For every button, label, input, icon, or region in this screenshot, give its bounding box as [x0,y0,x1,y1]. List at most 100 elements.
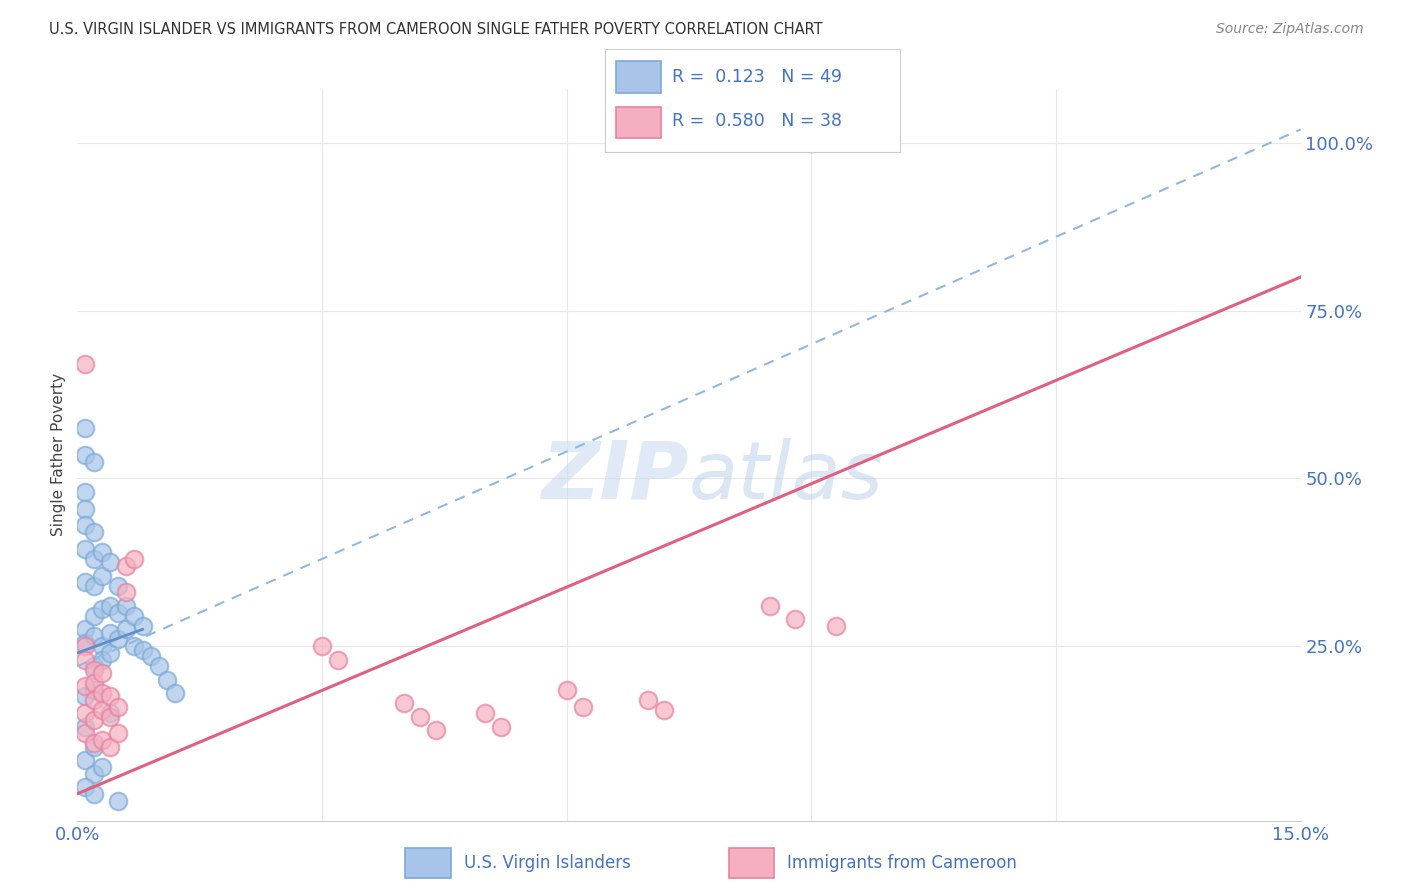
Point [90,686,112,700]
Point [124,609,146,624]
Point [75,501,97,516]
Point [75,575,97,590]
Point [75,690,97,704]
Text: atlas: atlas [689,438,884,516]
Text: Immigrants from Cameroon: Immigrants from Cameroon [787,854,1017,872]
Point [115,623,138,637]
Point [75,421,97,435]
Point [75,680,97,694]
Point [90,703,112,717]
Point [90,665,112,680]
Point [139,649,162,664]
Point [98,599,121,613]
Point [90,733,112,747]
Point [98,555,121,569]
Point [165,686,187,700]
Point [90,652,112,666]
Point [83,629,105,643]
Point [83,455,105,469]
Point [328,652,350,666]
Point [75,357,97,371]
Point [148,659,170,673]
Point [83,552,105,566]
Point [654,703,676,717]
Point [409,709,432,723]
Point [474,706,496,721]
Point [98,739,121,754]
Point [83,659,105,673]
Point [75,780,97,794]
Point [392,696,415,710]
Point [107,699,129,714]
Point [90,639,112,653]
Point [83,609,105,624]
Bar [616,62,661,93]
Point [131,619,153,633]
Text: U.S. VIRGIN ISLANDER VS IMMIGRANTS FROM CAMEROON SINGLE FATHER POVERTY CORRELATI: U.S. VIRGIN ISLANDER VS IMMIGRANTS FROM … [49,22,823,37]
Point [90,602,112,616]
Text: R =  0.580   N = 38: R = 0.580 N = 38 [672,112,842,130]
Point [491,720,513,734]
Text: Source: ZipAtlas.com: Source: ZipAtlas.com [1216,22,1364,37]
Point [115,599,138,613]
Text: R =  0.123   N = 49: R = 0.123 N = 49 [672,69,842,87]
Point [759,599,782,613]
Point [115,558,138,573]
Point [425,723,447,737]
Y-axis label: Single Father Poverty: Single Father Poverty [51,374,66,536]
Point [124,639,146,653]
Point [83,787,105,801]
Point [124,552,146,566]
Point [83,713,105,727]
Point [83,525,105,540]
Bar [616,106,661,138]
Point [75,623,97,637]
Point [115,585,138,599]
Point [637,693,659,707]
Point [75,448,97,462]
Point [75,518,97,533]
Point [83,693,105,707]
Point [98,706,121,721]
Bar [405,848,451,878]
Point [98,625,121,640]
Point [90,760,112,774]
Point [572,699,595,714]
Point [75,484,97,499]
Point [75,720,97,734]
Text: ZIP: ZIP [541,438,689,516]
Point [824,619,846,633]
Point [98,646,121,660]
Bar [728,848,775,878]
Point [75,541,97,556]
Point [83,676,105,690]
Point [107,606,129,620]
Point [75,753,97,767]
Point [83,766,105,780]
Point [555,682,578,697]
Point [783,612,806,626]
Point [156,673,179,687]
Point [107,579,129,593]
Point [90,545,112,559]
Point [311,639,333,653]
Point [107,632,129,647]
Text: U.S. Virgin Islanders: U.S. Virgin Islanders [464,854,630,872]
Point [98,709,121,723]
Point [83,682,105,697]
Point [83,579,105,593]
Point [75,636,97,650]
Point [98,690,121,704]
Point [90,568,112,582]
Point [75,639,97,653]
Point [83,736,105,750]
Point [75,652,97,666]
Point [83,663,105,677]
Point [131,642,153,657]
Point [107,726,129,740]
Point [75,706,97,721]
Point [75,726,97,740]
Point [800,136,823,150]
Point [83,739,105,754]
Point [107,793,129,807]
